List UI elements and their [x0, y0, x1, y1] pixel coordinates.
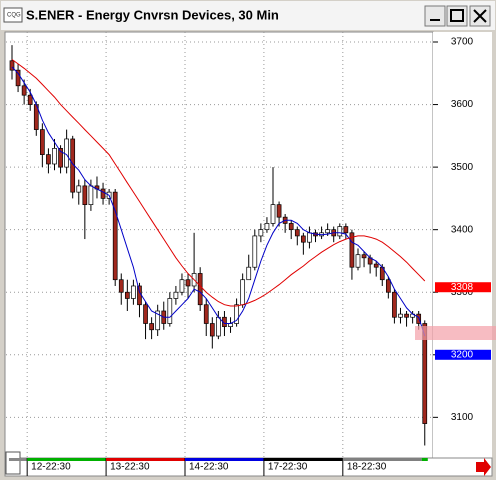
candle-body	[276, 204, 282, 218]
price-axis	[433, 32, 492, 458]
candle-body	[149, 323, 154, 331]
candle-body	[167, 298, 173, 324]
candle-body	[118, 279, 124, 293]
moving-average	[11, 59, 426, 307]
session-strip	[263, 458, 343, 461]
session-strip	[27, 458, 107, 461]
session-strip	[421, 458, 428, 461]
app-icon-glyph: CQG	[7, 13, 21, 19]
candle-body	[76, 185, 82, 193]
candle-body	[240, 279, 246, 306]
candle-body	[270, 204, 276, 224]
candle-body	[137, 285, 142, 306]
plot-layer: 3100 3200 3300 3400 3500 3600 3700 12-22:30 13-2…	[6, 32, 491, 476]
minimize-button[interactable]	[424, 5, 446, 27]
price-marker-label: 3308	[451, 282, 474, 293]
candle-body	[88, 185, 94, 206]
candle-body	[398, 313, 403, 318]
candle-body	[27, 94, 33, 105]
maximize-button[interactable]	[446, 5, 468, 27]
app-icon	[3, 7, 23, 23]
candle-body	[9, 60, 15, 71]
y-tick-label: 3400	[451, 224, 474, 235]
candle-body	[361, 254, 367, 259]
candle-body	[343, 226, 349, 234]
candle-body	[209, 323, 215, 337]
candle-body	[197, 273, 203, 306]
candle-body	[143, 304, 148, 324]
candle-body	[349, 232, 355, 268]
candle-body	[112, 191, 118, 281]
chart-title: S.ENER - Energy Cnvrsn Devices, 30 Min	[26, 7, 279, 22]
candle-body	[234, 304, 239, 324]
candle-body	[307, 232, 312, 243]
candle-body	[288, 223, 294, 231]
y-tick-label: 3700	[451, 37, 474, 48]
candle-body	[404, 313, 409, 318]
candle-body	[373, 263, 379, 268]
candle-body	[325, 229, 330, 234]
price-marker-label: 3200	[451, 349, 474, 360]
candle-body	[392, 291, 397, 318]
y-tick-label: 3500	[451, 162, 474, 173]
candle-body	[294, 229, 300, 237]
candle-body	[203, 304, 209, 324]
y-tick-label: 3100	[451, 412, 474, 423]
candle-body	[82, 185, 88, 206]
candle-body	[216, 316, 221, 337]
x-tick-label: 18-22:30	[347, 462, 387, 473]
candle-body	[185, 279, 191, 287]
scroll-arrow[interactable]	[476, 458, 491, 476]
session-strip	[106, 458, 185, 461]
candle-body	[355, 254, 361, 268]
candle-body	[46, 154, 51, 165]
candle-body	[39, 129, 45, 155]
candle-body	[258, 229, 264, 237]
corner-box	[5, 451, 21, 475]
candle-body	[252, 235, 258, 268]
candle-body	[155, 310, 161, 331]
candle-body	[264, 223, 270, 231]
candle-body	[385, 279, 391, 293]
candle-body	[337, 226, 343, 237]
x-tick-label: 17-22:30	[268, 462, 308, 473]
candle-body	[131, 285, 136, 299]
moving-average	[11, 66, 426, 337]
x-tick-label: 12-22:30	[31, 462, 71, 473]
highlight-band	[415, 326, 496, 340]
candle-body	[173, 291, 179, 299]
session-strip	[184, 458, 264, 461]
candle-body	[422, 323, 428, 424]
price-marker	[435, 282, 491, 293]
candle-body	[179, 279, 185, 293]
session-strip	[8, 458, 28, 461]
candle-body	[52, 148, 57, 165]
candle-body	[301, 235, 306, 243]
x-tick-label: 13-22:30	[110, 462, 150, 473]
plot-area	[4, 31, 434, 459]
candle-body	[124, 291, 130, 299]
close-button[interactable]	[469, 5, 491, 27]
y-tick-label: 3600	[451, 99, 474, 110]
x-tick-label: 14-22:30	[189, 462, 229, 473]
title-bar	[1, 1, 495, 30]
candle-body	[246, 266, 252, 281]
candle-body	[100, 188, 106, 199]
session-strip	[342, 458, 422, 461]
price-marker	[435, 349, 491, 360]
candle-body	[64, 138, 69, 168]
candle-body	[15, 69, 21, 87]
candle-body	[58, 148, 63, 168]
y-tick-label: 3300	[451, 287, 474, 298]
candle-body	[21, 85, 27, 96]
